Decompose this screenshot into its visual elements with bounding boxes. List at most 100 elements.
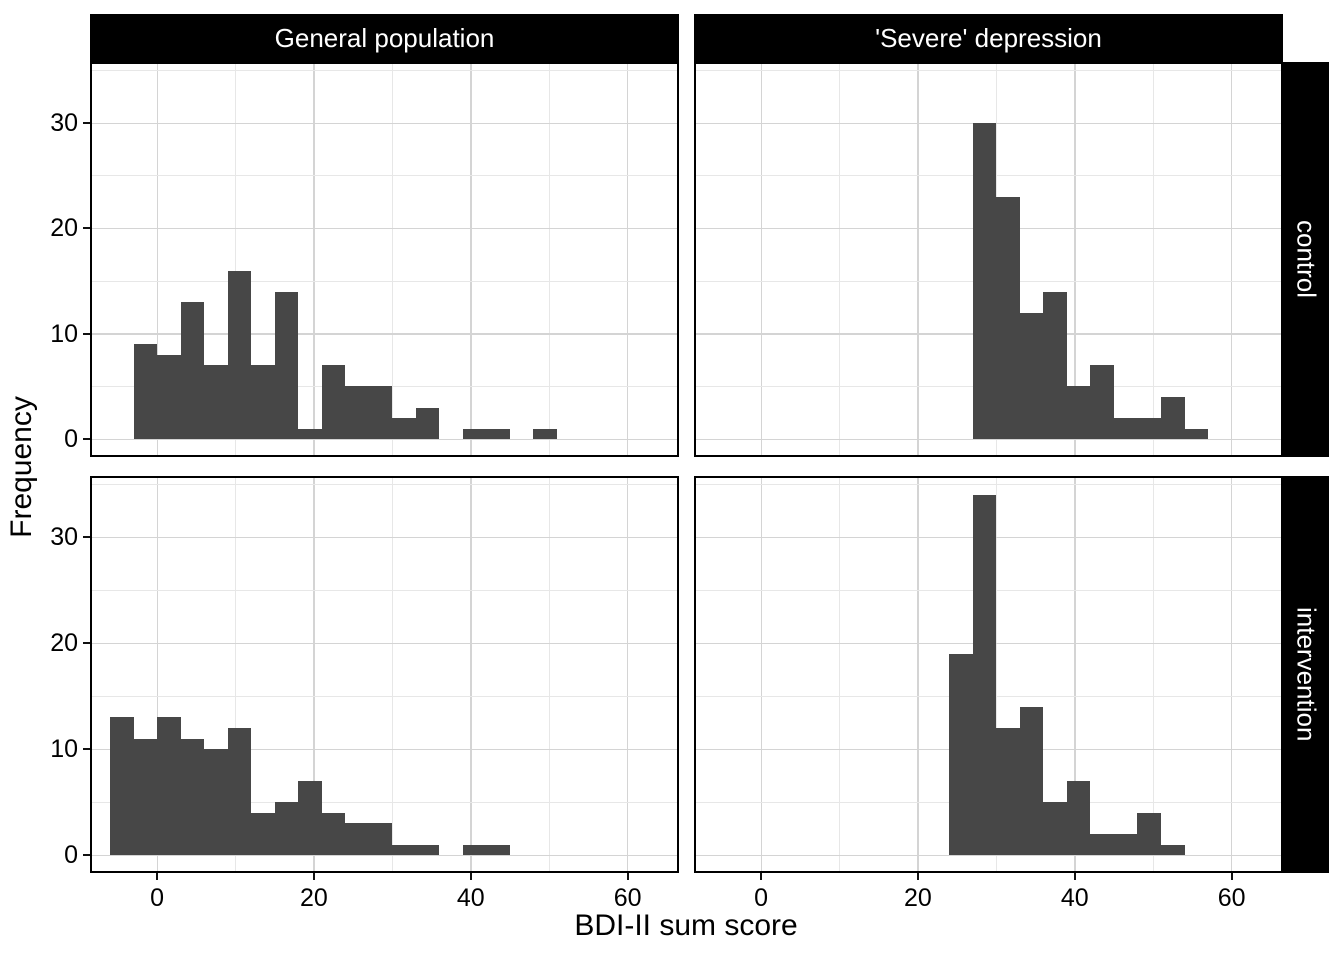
y-gridline-major [92, 536, 677, 539]
histogram-bar [1019, 706, 1044, 856]
x-gridline-major [917, 478, 919, 871]
y-axis-tick-label: 0 [64, 425, 78, 454]
histogram-bar [392, 844, 416, 856]
histogram-bar [415, 844, 440, 856]
histogram-bar [157, 717, 181, 856]
histogram-bar [368, 823, 393, 856]
y-axis-tick-label: 0 [64, 841, 78, 870]
histogram-bar [1161, 397, 1185, 440]
y-axis-tick-label: 20 [50, 629, 78, 658]
histogram-bar [180, 302, 205, 440]
histogram-bar [133, 344, 158, 440]
histogram-bar [180, 738, 205, 856]
histogram-bar [1113, 833, 1138, 856]
y-gridline-minor [696, 483, 1281, 485]
x-gridline-minor [391, 478, 393, 871]
x-gridline-minor [548, 478, 550, 871]
histogram-bar [486, 428, 510, 440]
x-axis-tick-label: 40 [456, 884, 485, 912]
histogram-bar [1161, 844, 1185, 856]
y-axis-tick-label: 10 [50, 319, 78, 348]
x-axis-tick [1073, 873, 1076, 880]
y-axis-tick [83, 536, 90, 539]
x-gridline-minor [235, 64, 236, 455]
x-axis-tick [156, 873, 159, 880]
x-gridline-minor [1152, 478, 1154, 871]
x-gridline-minor [391, 64, 393, 455]
x-axis-tick-label: 60 [1217, 884, 1246, 912]
histogram-bar [1137, 418, 1161, 440]
y-axis-tick-label: 20 [50, 214, 78, 243]
histogram-bar [204, 749, 228, 856]
histogram-bar [1113, 418, 1138, 440]
facet-column-label: 'Severe' depression [875, 22, 1102, 53]
histogram-bar [1066, 386, 1091, 440]
panel-intervention-general-population [90, 476, 679, 873]
y-gridline-major [92, 122, 677, 124]
x-axis-tick [1230, 873, 1233, 880]
histogram-bar [462, 428, 487, 440]
x-gridline-major [156, 64, 158, 455]
y-axis-tick [83, 748, 90, 751]
y-gridline-major [696, 854, 1281, 856]
histogram-bar [274, 291, 299, 440]
histogram-bar [251, 812, 275, 856]
x-axis-tick [626, 873, 629, 880]
x-gridline-major [1231, 64, 1233, 455]
x-gridline-major [1074, 64, 1076, 455]
y-gridline-minor [92, 483, 677, 485]
histogram-bar [972, 123, 997, 440]
histogram-bar [321, 365, 346, 440]
x-gridline-major [470, 478, 472, 871]
x-axis-tick-label: 60 [613, 884, 642, 912]
y-gridline-minor [92, 695, 677, 697]
facet-row-label: control [1291, 220, 1322, 299]
histogram-bar [133, 738, 158, 856]
histogram-bar [996, 727, 1020, 856]
histogram-bar [972, 494, 997, 856]
x-axis-tick-label: 40 [1060, 884, 1089, 912]
y-gridline-minor [92, 69, 677, 71]
x-gridline-minor [235, 478, 236, 871]
y-gridline-minor [92, 589, 677, 591]
y-axis-tick [83, 854, 90, 857]
histogram-bar [415, 407, 440, 440]
histogram-bar [157, 354, 181, 440]
y-gridline-major [92, 854, 677, 856]
x-axis-tick-label: 0 [754, 884, 769, 912]
x-axis-tick-label: 0 [150, 884, 165, 912]
histogram-bar [1043, 291, 1067, 440]
histogram-bar [1090, 833, 1114, 856]
histogram-bar [1066, 780, 1091, 856]
x-gridline-minor [839, 64, 840, 455]
x-gridline-major [470, 64, 472, 455]
x-axis-tick [469, 873, 472, 880]
histogram-bar [1043, 802, 1067, 856]
histogram-bar [345, 386, 369, 440]
x-gridline-minor [995, 478, 997, 871]
y-gridline-minor [696, 69, 1281, 71]
y-axis-tick-label: 10 [50, 735, 78, 764]
y-gridline-minor [92, 801, 677, 803]
x-gridline-major [627, 64, 629, 455]
facet-column-strip-general-population: General population [90, 14, 679, 62]
x-gridline-minor [548, 64, 550, 455]
facet-row-strip-intervention: intervention [1283, 476, 1329, 873]
histogram-bar [227, 727, 252, 856]
x-gridline-major [313, 64, 315, 455]
x-gridline-major [313, 478, 315, 871]
y-gridline-major [92, 333, 677, 335]
x-axis-tick [760, 873, 763, 880]
panel-intervention-severe-depression [694, 476, 1283, 873]
x-gridline-major [760, 478, 762, 871]
x-gridline-major [1231, 478, 1233, 871]
histogram-bar [110, 717, 134, 856]
histogram-bar [274, 802, 299, 856]
x-gridline-major [1074, 478, 1076, 871]
histogram-bar [533, 428, 557, 440]
y-axis-tick-label: 30 [50, 109, 78, 138]
x-gridline-major [917, 64, 919, 455]
facet-column-strip-severe-depression: 'Severe' depression [694, 14, 1283, 62]
x-axis-title: BDI-II sum score [574, 909, 798, 942]
